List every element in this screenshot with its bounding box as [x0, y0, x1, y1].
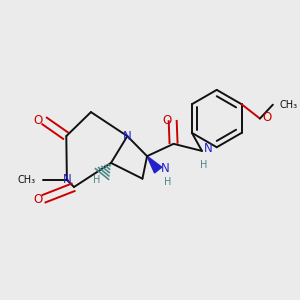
Text: N: N	[62, 173, 71, 186]
Text: O: O	[262, 111, 272, 124]
Text: N: N	[203, 142, 212, 155]
Text: N: N	[123, 130, 132, 142]
Text: H: H	[200, 160, 207, 170]
Text: H: H	[164, 177, 171, 188]
Text: O: O	[34, 114, 43, 127]
Polygon shape	[147, 156, 162, 173]
Text: N: N	[160, 162, 169, 175]
Text: H: H	[93, 175, 101, 185]
Text: O: O	[163, 114, 172, 127]
Text: O: O	[33, 193, 42, 206]
Text: CH₃: CH₃	[279, 100, 297, 110]
Text: CH₃: CH₃	[17, 175, 35, 185]
